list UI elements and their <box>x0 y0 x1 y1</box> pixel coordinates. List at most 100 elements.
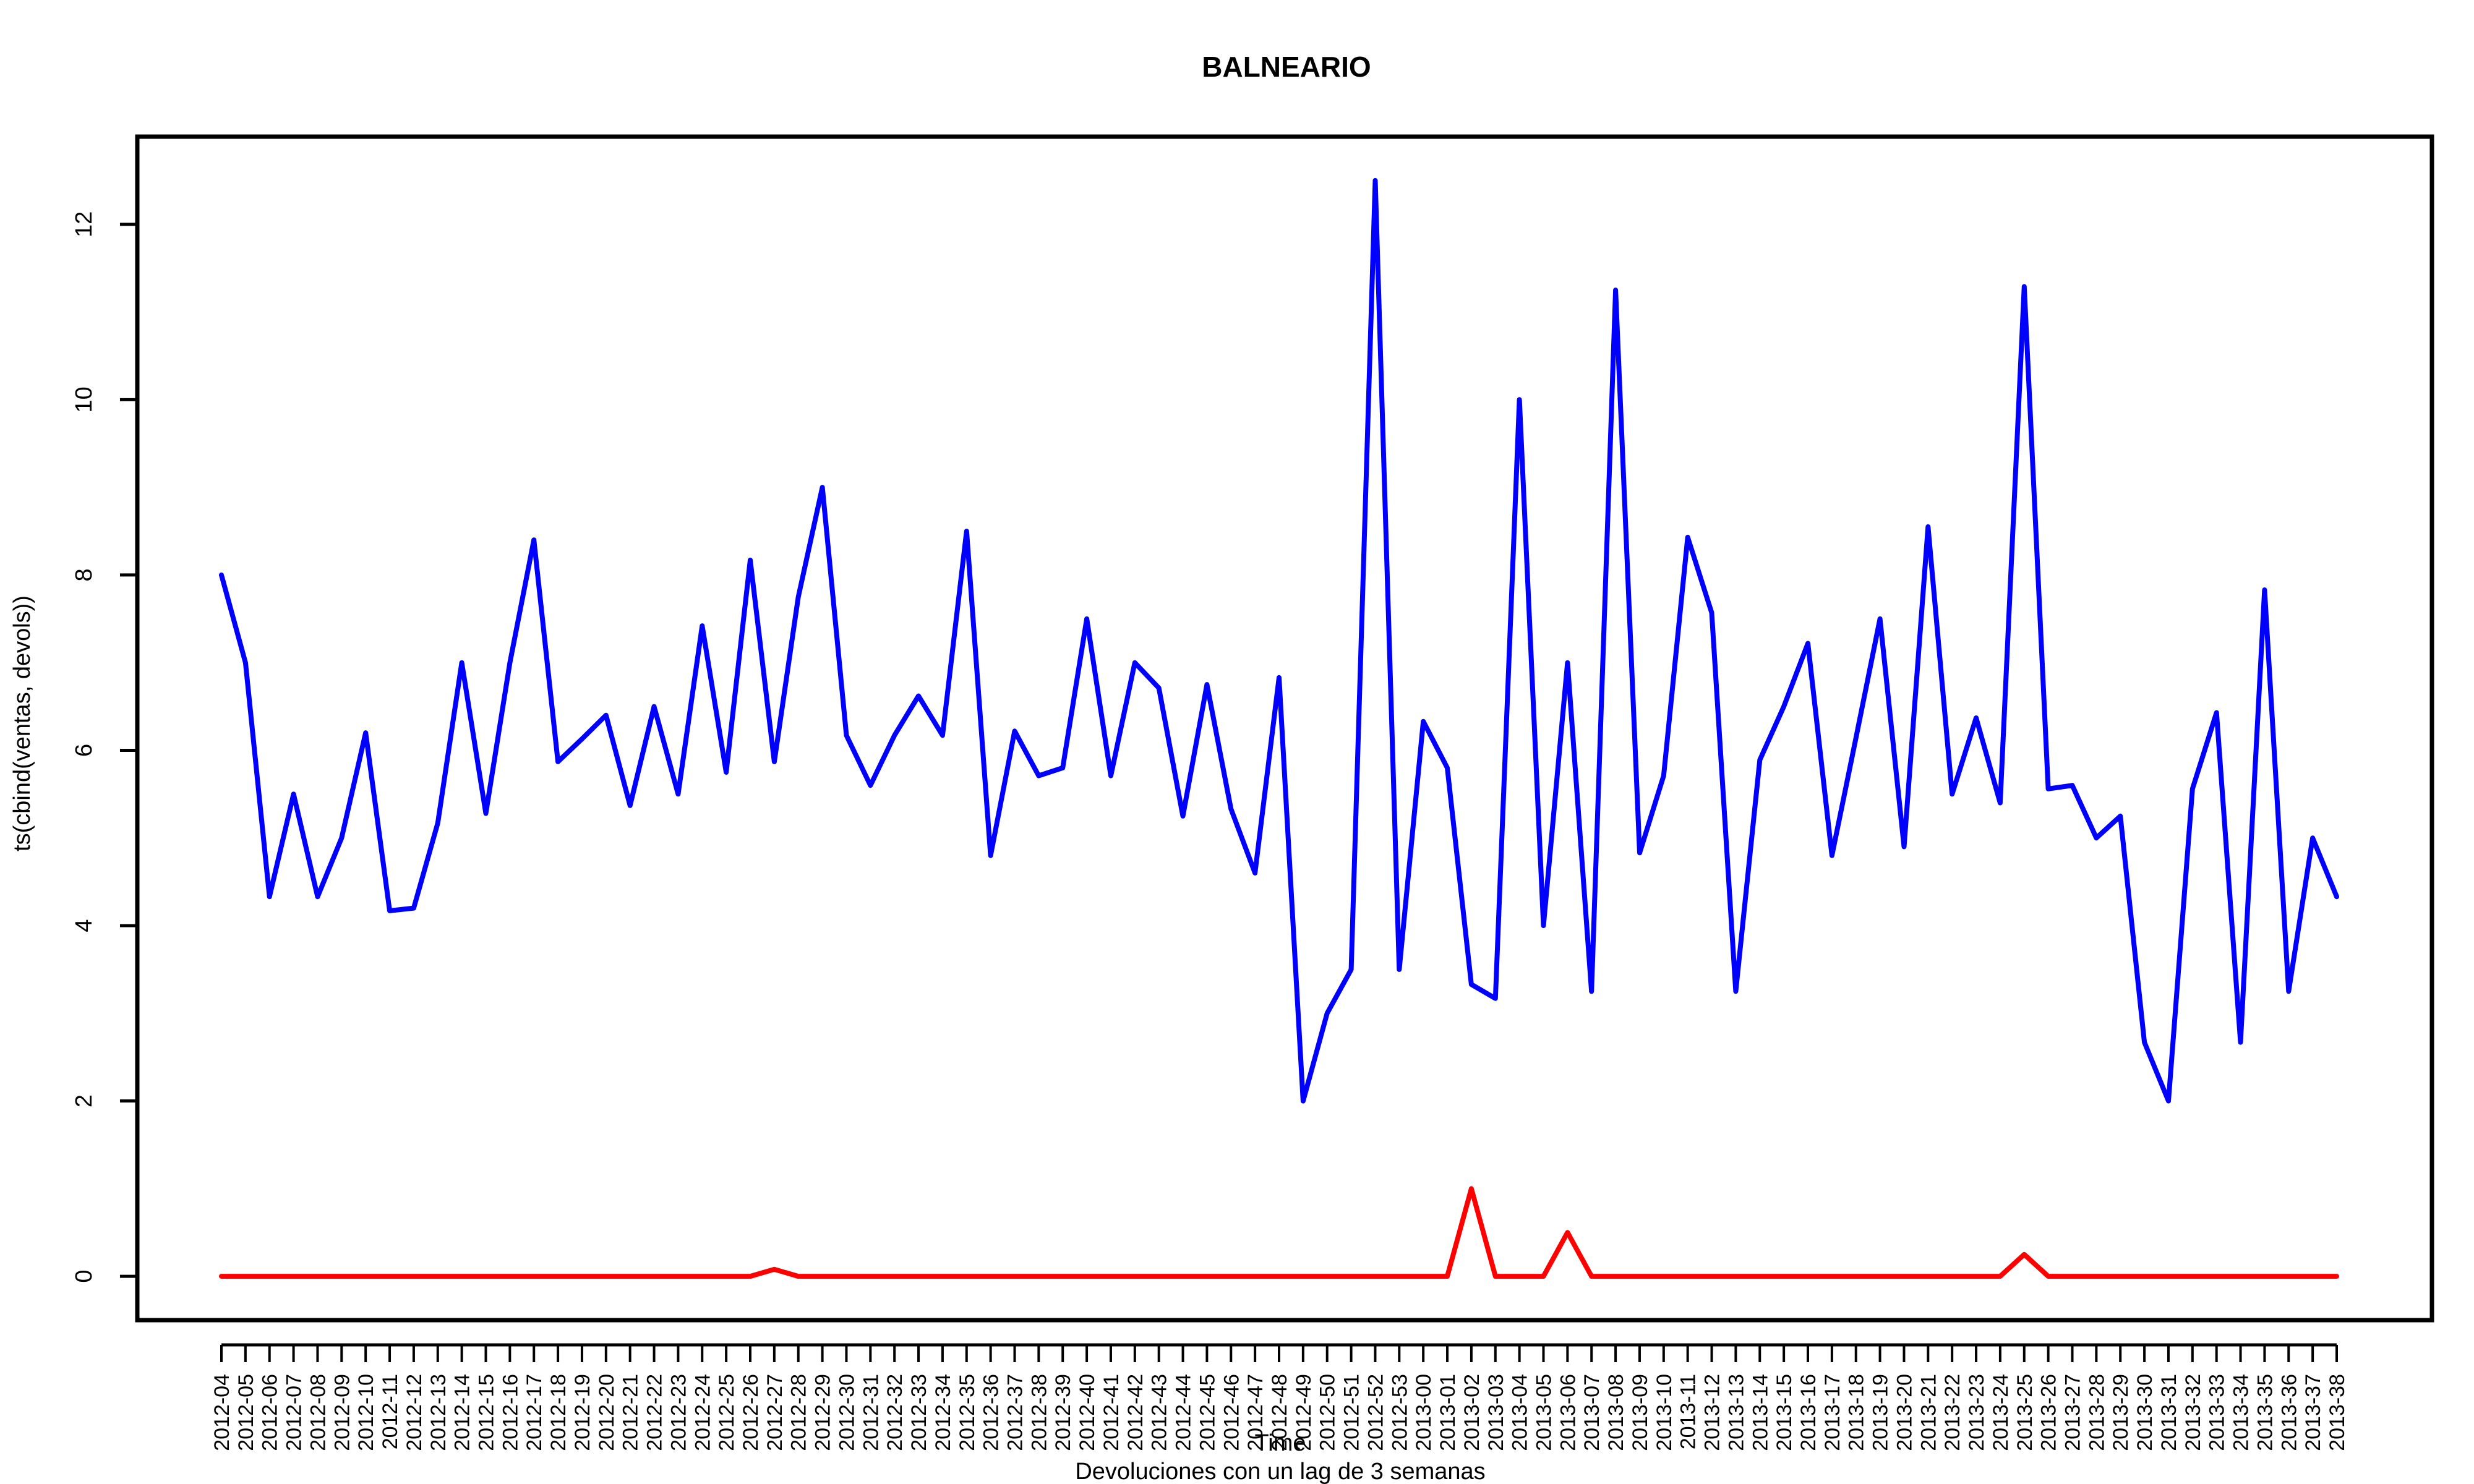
x-tick-label: 2012-27 <box>763 1374 787 1451</box>
x-tick-label: 2012-46 <box>1220 1374 1243 1451</box>
x-tick-label: 2012-11 <box>379 1374 402 1449</box>
x-tick-label: 2012-14 <box>451 1374 474 1451</box>
x-tick-label: 2013-09 <box>1629 1374 1652 1451</box>
x-tick-label: 2013-04 <box>1509 1374 1532 1451</box>
x-axis-sublabel: Devoluciones con un lag de 3 semanas <box>1075 1459 1485 1484</box>
x-tick-label: 2012-52 <box>1364 1374 1387 1451</box>
x-tick-label: 2013-22 <box>1941 1374 1964 1451</box>
x-tick-label: 2012-37 <box>1004 1374 1027 1451</box>
x-tick-label: 2013-34 <box>2230 1374 2253 1451</box>
x-tick-label: 2013-38 <box>2326 1374 2349 1451</box>
x-tick-label: 2012-40 <box>1076 1374 1099 1451</box>
x-tick-label: 2012-13 <box>427 1374 450 1451</box>
x-tick-label: 2013-03 <box>1484 1374 1508 1451</box>
x-tick-label: 2013-28 <box>2085 1374 2108 1451</box>
x-tick-label: 2012-48 <box>1268 1374 1291 1451</box>
x-tick-label: 2012-45 <box>1196 1374 1219 1451</box>
x-tick-label: 2013-24 <box>1989 1374 2013 1451</box>
x-tick-label: 2012-24 <box>691 1374 714 1451</box>
x-tick-label: 2013-15 <box>1773 1374 1796 1451</box>
x-tick-label: 2013-27 <box>2061 1374 2085 1451</box>
x-tick-label: 2013-29 <box>2109 1374 2133 1451</box>
x-tick-label: 2012-38 <box>1027 1374 1051 1451</box>
x-tick-label: 2012-53 <box>1388 1374 1411 1451</box>
x-tick-label: 2012-51 <box>1340 1374 1364 1451</box>
x-tick-label: 2012-18 <box>547 1374 570 1451</box>
x-tick-label: 2012-09 <box>330 1374 354 1451</box>
x-tick-label: 2012-19 <box>571 1374 594 1451</box>
x-tick-label: 2013-02 <box>1460 1374 1484 1451</box>
y-tick-label: 2 <box>71 1094 97 1107</box>
x-tick-label: 2012-17 <box>523 1374 546 1451</box>
x-tick-label: 2012-41 <box>1100 1374 1123 1451</box>
x-tick-label: 2013-14 <box>1748 1374 1772 1451</box>
x-tick-label: 2012-33 <box>907 1374 931 1451</box>
x-tick-label: 2013-26 <box>2037 1374 2061 1451</box>
x-tick-label: 2013-31 <box>2157 1374 2181 1451</box>
x-tick-label: 2013-19 <box>1869 1374 1893 1451</box>
x-tick-label: 2012-20 <box>595 1374 618 1451</box>
x-axis: 2012-04 2012-05 2012-06 2012-07 2012-08 2012-… <box>210 1343 2349 1451</box>
y-tick-label: 0 <box>71 1270 97 1283</box>
x-tick-label: 2012-35 <box>956 1374 979 1451</box>
x-tick-label: 2012-07 <box>283 1374 306 1451</box>
x-tick-label: 2013-00 <box>1412 1374 1436 1451</box>
x-axis-label: Time <box>1254 1430 1306 1456</box>
x-tick-label: 2013-36 <box>2277 1374 2301 1451</box>
x-tick-label: 2012-08 <box>306 1374 330 1451</box>
x-tick-label: 2013-06 <box>1556 1374 1580 1451</box>
x-tick-label: 2013-10 <box>1653 1374 1676 1451</box>
x-tick-label: 2013-23 <box>1965 1374 1988 1451</box>
x-tick-label: 2012-25 <box>715 1374 738 1451</box>
x-tick-label: 2012-26 <box>739 1374 763 1451</box>
x-tick-label: 2013-11 <box>1677 1374 1700 1449</box>
x-tick-label: 2012-12 <box>403 1374 426 1451</box>
x-tick-label: 2013-35 <box>2253 1374 2277 1451</box>
x-tick-label: 2012-30 <box>835 1374 858 1451</box>
x-tick-label: 2012-31 <box>859 1374 883 1451</box>
series-layer <box>219 177 2339 1279</box>
x-tick-label: 2012-50 <box>1316 1374 1340 1451</box>
x-tick-label: 2012-36 <box>980 1374 1003 1451</box>
x-tick-label: 2012-39 <box>1051 1374 1075 1451</box>
x-tick-label: 2012-06 <box>259 1374 282 1451</box>
x-tick-label: 2013-21 <box>1917 1374 1940 1451</box>
x-tick-label: 2013-25 <box>2013 1374 2037 1451</box>
x-tick-label: 2012-42 <box>1124 1374 1147 1451</box>
x-tick-label: 2013-01 <box>1436 1374 1460 1451</box>
y-tick-label: 6 <box>71 744 97 757</box>
x-tick-label: 2012-05 <box>234 1374 258 1451</box>
x-tick-label: 2012-10 <box>354 1374 378 1451</box>
x-tick-label: 2012-32 <box>883 1374 907 1451</box>
y-tick-label: 12 <box>71 211 97 237</box>
x-tick-label: 2012-47 <box>1244 1374 1267 1451</box>
x-tick-label: 2012-22 <box>643 1374 667 1451</box>
x-tick-label: 2013-30 <box>2133 1374 2157 1451</box>
x-tick-label: 2013-32 <box>2181 1374 2205 1451</box>
y-tick-label: 8 <box>71 568 97 581</box>
x-tick-label: 2012-21 <box>619 1374 643 1451</box>
x-tick-label: 2013-07 <box>1580 1374 1604 1451</box>
x-tick-label: 2012-34 <box>931 1374 955 1451</box>
y-axis: 0 2 4 6 8 10 12 <box>71 211 137 1283</box>
x-tick-label: 2013-05 <box>1533 1374 1556 1451</box>
x-tick-label: 2013-12 <box>1701 1374 1724 1451</box>
chart-title: BALNEARIO <box>1202 51 1371 83</box>
y-axis-label: ts(cbind(ventas, devols)) <box>9 595 35 851</box>
x-tick-label: 2012-04 <box>210 1374 234 1451</box>
x-tick-label: 2012-29 <box>811 1374 835 1451</box>
x-tick-label: 2013-16 <box>1797 1374 1820 1451</box>
x-tick-label: 2013-17 <box>1821 1374 1844 1451</box>
x-tick-label: 2012-16 <box>499 1374 522 1451</box>
plot-frame <box>135 134 2434 1323</box>
x-tick-label: 2013-08 <box>1604 1374 1628 1451</box>
x-tick-label: 2012-15 <box>475 1374 499 1451</box>
x-tick-label: 2012-49 <box>1292 1374 1316 1451</box>
x-tick-label: 2013-18 <box>1845 1374 1868 1451</box>
x-tick-label: 2012-43 <box>1148 1374 1171 1451</box>
x-tick-label: 2013-20 <box>1893 1374 1916 1451</box>
y-tick-label: 10 <box>71 386 97 412</box>
y-tick-label: 4 <box>71 919 97 932</box>
x-tick-label: 2013-13 <box>1724 1374 1748 1451</box>
